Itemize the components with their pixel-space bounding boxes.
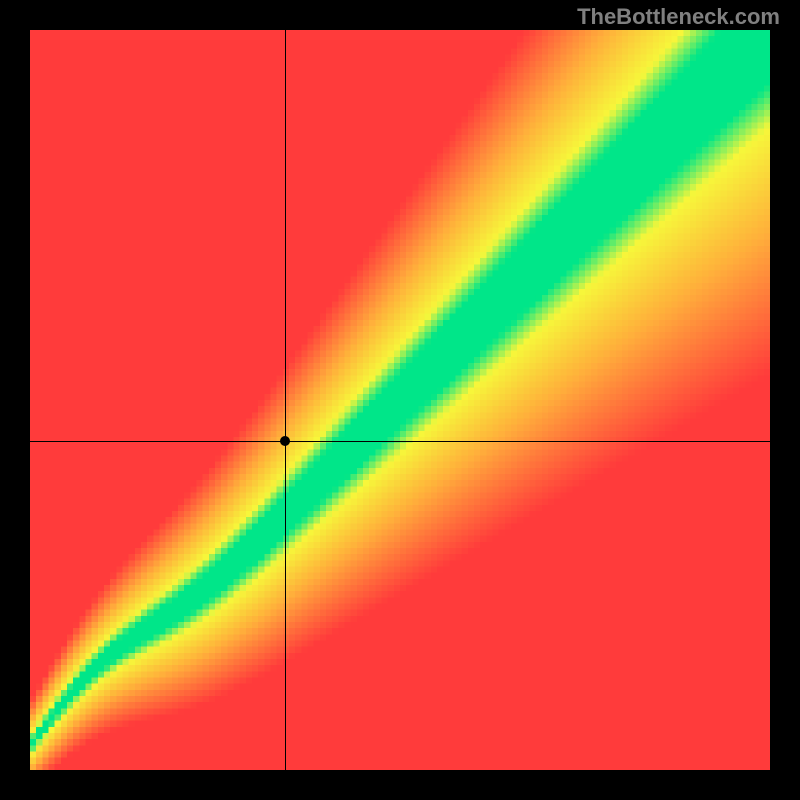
heatmap-canvas xyxy=(30,30,770,770)
crosshair-marker xyxy=(280,436,290,446)
crosshair-vertical xyxy=(285,30,286,770)
crosshair-horizontal xyxy=(30,441,770,442)
plot-area xyxy=(30,30,770,770)
watermark-text: TheBottleneck.com xyxy=(577,4,780,30)
